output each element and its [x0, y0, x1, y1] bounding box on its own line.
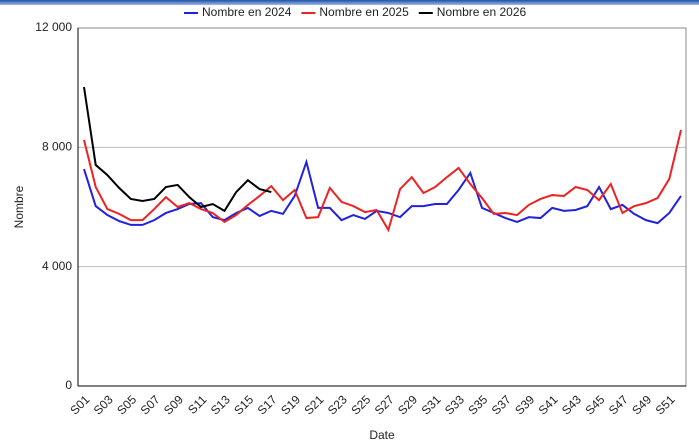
series-line: [83, 129, 682, 233]
x-tick-label: S43: [559, 392, 584, 417]
plot-frame: [77, 27, 687, 387]
header-strip: [0, 0, 699, 5]
x-tick-label: S41: [536, 392, 561, 417]
x-tick-label: S19: [278, 392, 303, 417]
x-tick-label: S35: [465, 392, 490, 417]
x-tick-label: S23: [325, 392, 350, 417]
x-tick-label: S11: [185, 392, 210, 417]
legend-label: Nombre en 2026: [437, 5, 527, 19]
x-tick-label: S09: [161, 392, 186, 417]
x-tick-label: S21: [301, 392, 326, 417]
x-tick-label: S47: [606, 392, 631, 417]
x-tick-label: S17: [255, 392, 280, 417]
x-tick-label: S33: [442, 392, 467, 417]
x-axis-title: Date: [369, 428, 395, 442]
y-tick-label: 0: [65, 378, 72, 392]
x-tick-label: S05: [114, 392, 139, 417]
x-tick-label: S27: [372, 392, 397, 417]
x-tick-label: S07: [138, 392, 163, 417]
x-tick-label: S51: [653, 392, 678, 417]
x-tick-label: S01: [67, 392, 92, 417]
x-tick-label: S25: [348, 392, 373, 417]
x-tick-label: S03: [91, 392, 116, 417]
x-tick-label: S13: [208, 392, 233, 417]
legend-label: Nombre en 2024: [202, 5, 292, 19]
legend-label: Nombre en 2025: [319, 5, 409, 19]
series-line: [83, 158, 682, 226]
x-tick-label: S39: [512, 392, 537, 417]
y-axis-title: Nombre: [12, 185, 26, 228]
x-tick-label: S29: [395, 392, 420, 417]
y-tick-label: 12 000: [35, 20, 72, 34]
x-tick-label: S37: [489, 392, 514, 417]
x-tick-label: S49: [629, 392, 654, 417]
series-line: [83, 86, 272, 213]
x-tick-label: S15: [231, 392, 256, 417]
x-tick-label: S45: [582, 392, 607, 417]
x-tick-label: S31: [419, 392, 444, 417]
y-tick-label: 4 000: [42, 259, 72, 273]
y-tick-label: 8 000: [42, 140, 72, 154]
